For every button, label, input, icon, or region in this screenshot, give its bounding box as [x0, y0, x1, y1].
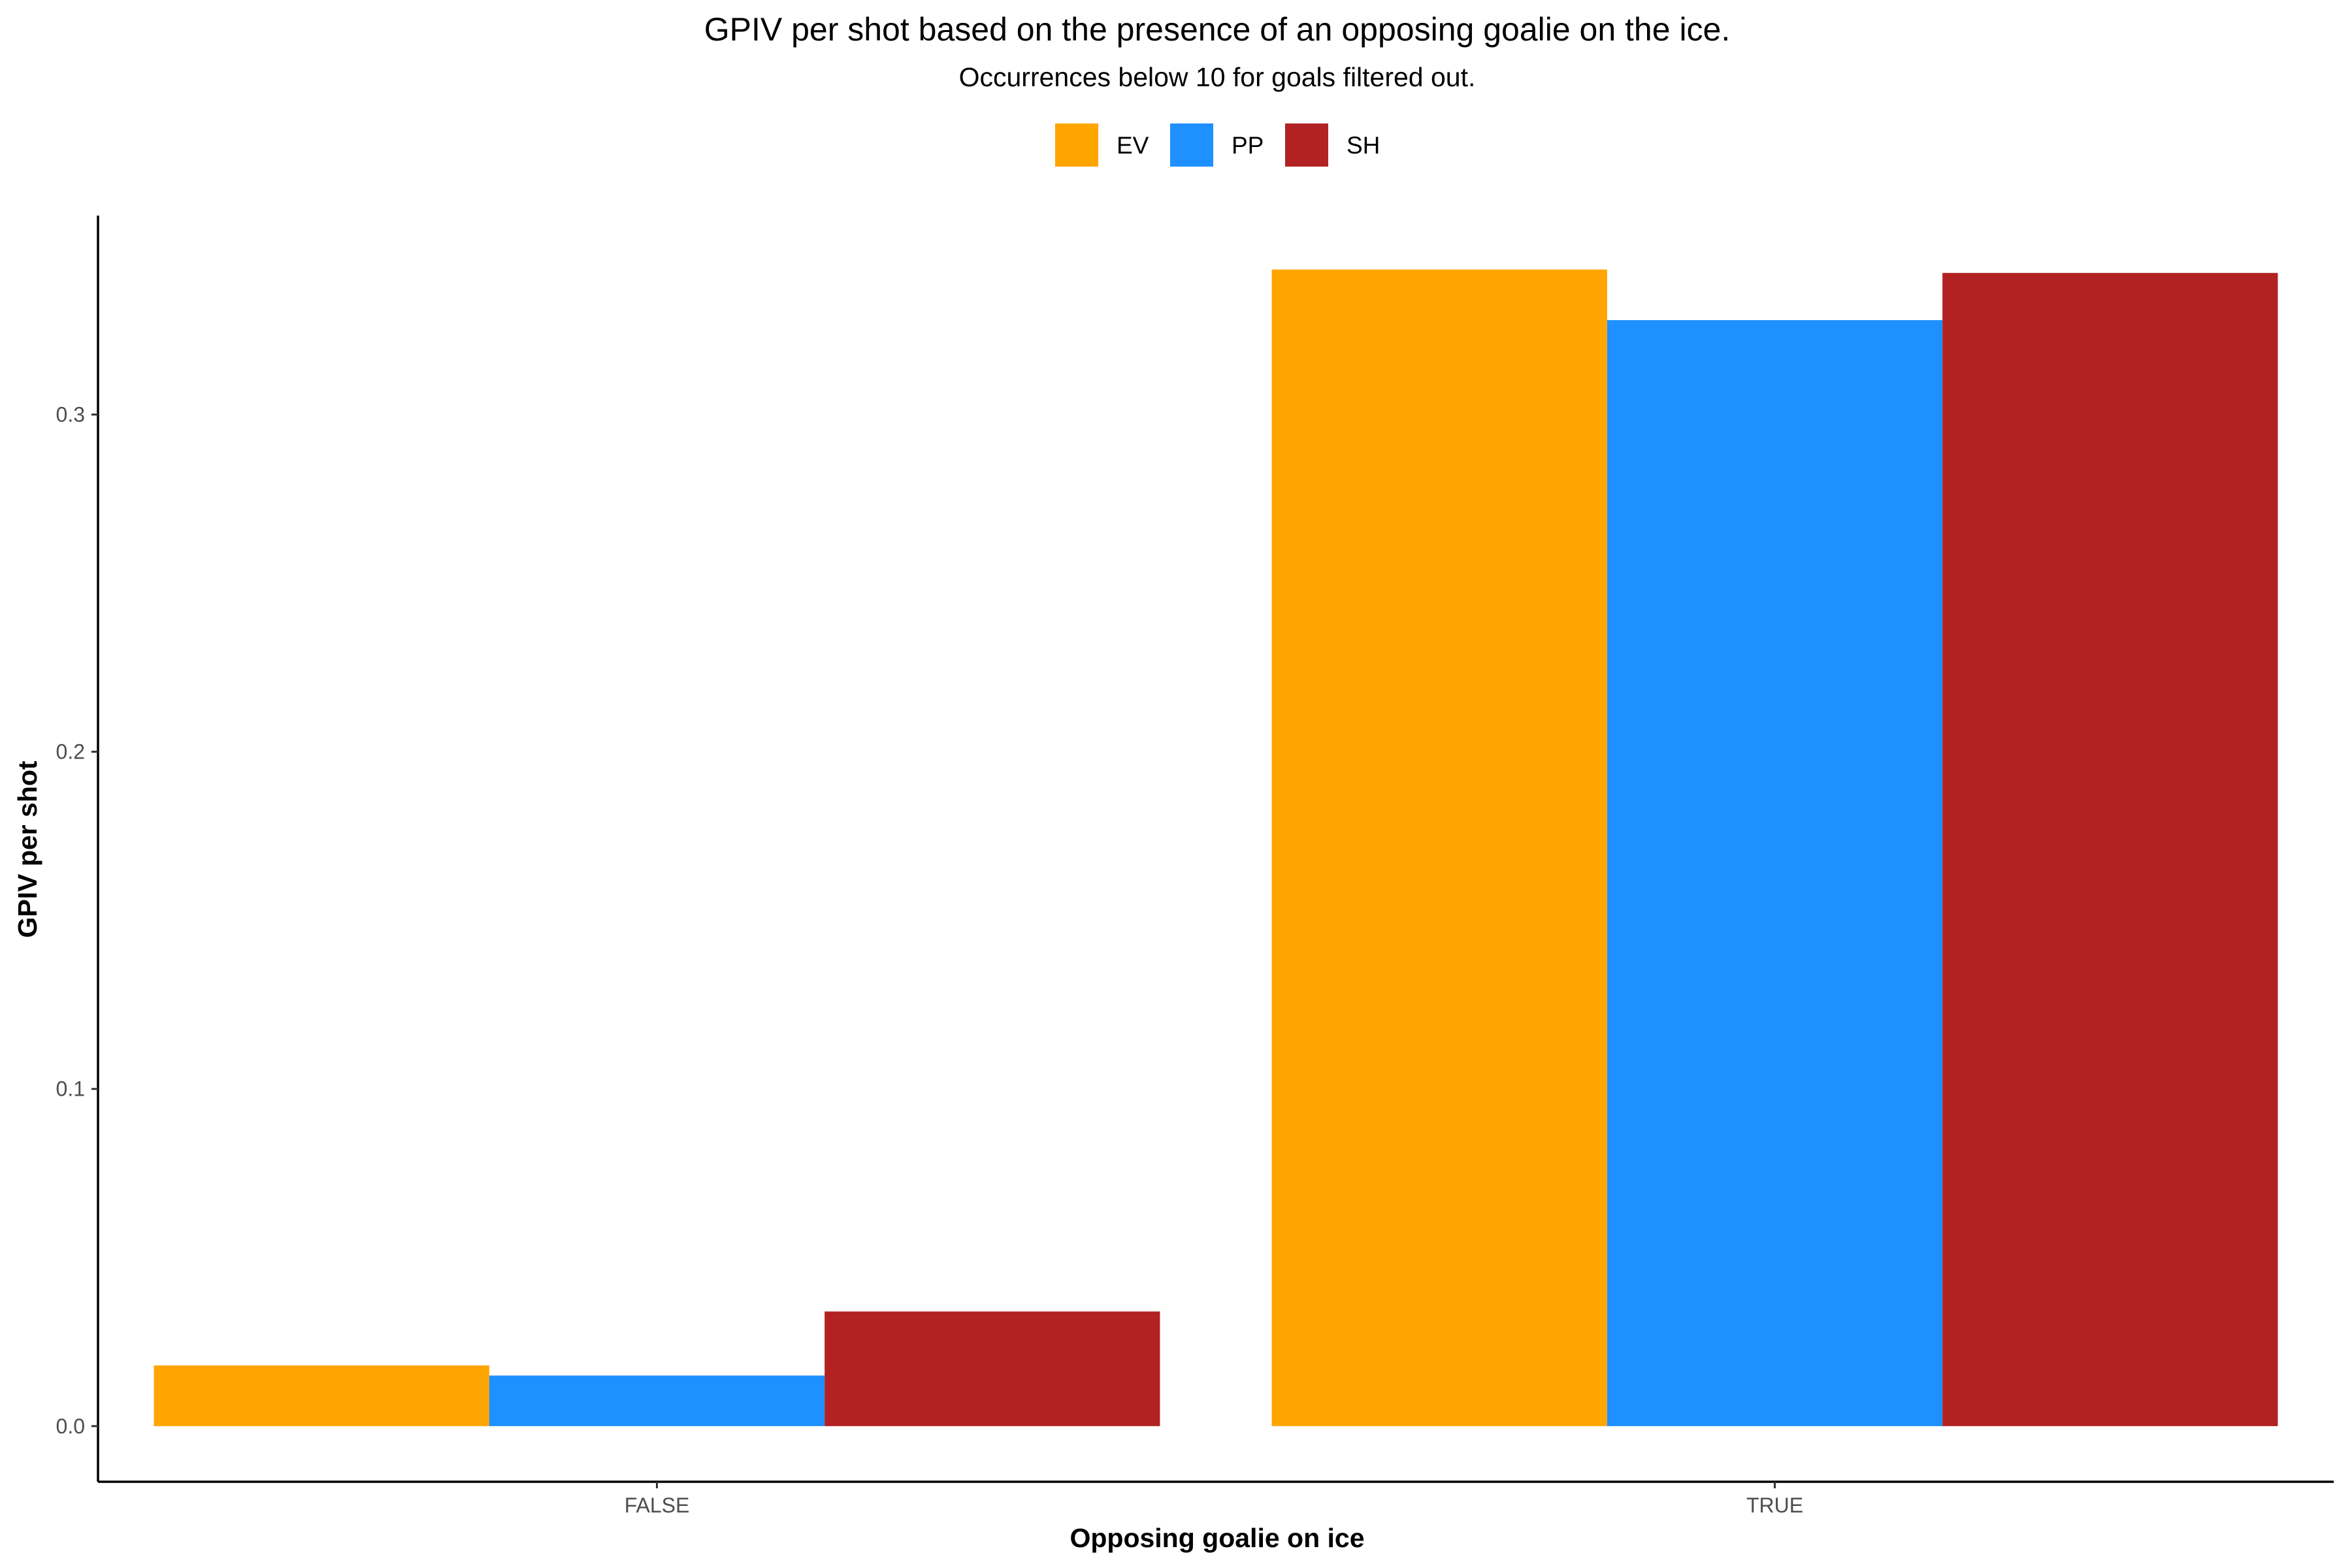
y-axis-title: GPIV per shot — [12, 760, 42, 938]
bar-false-ev — [154, 1365, 489, 1426]
bar-true-sh — [1942, 272, 2278, 1426]
x-tick-label: TRUE — [1746, 1494, 1803, 1517]
legend-key-sh — [1285, 123, 1328, 167]
x-tick-label: FALSE — [625, 1494, 690, 1517]
y-tick-label: 0.3 — [56, 403, 85, 427]
bars — [154, 269, 2278, 1426]
bar-true-ev — [1271, 269, 1607, 1426]
bar-false-sh — [825, 1311, 1160, 1426]
legend-key-ev — [1055, 123, 1098, 167]
bar-true-pp — [1607, 319, 1943, 1426]
x-axis-ticks: FALSE TRUE — [625, 1482, 1803, 1517]
chart-subtitle: Occurrences below 10 for goals filtered … — [959, 62, 1476, 92]
chart-title: GPIV per shot based on the presence of a… — [704, 11, 1731, 48]
legend-label-pp: PP — [1232, 132, 1264, 159]
bar-false-pp — [489, 1375, 825, 1426]
y-tick-label: 0.1 — [56, 1077, 85, 1101]
legend-key-pp — [1170, 123, 1213, 167]
x-axis-title: Opposing goalie on ice — [1070, 1523, 1364, 1553]
legend: EV PP SH — [1055, 123, 1380, 167]
legend-label-ev: EV — [1117, 132, 1149, 159]
y-tick-label: 0.0 — [56, 1414, 85, 1438]
y-tick-label: 0.2 — [56, 740, 85, 764]
y-axis-ticks: 0.0 0.1 0.2 0.3 — [56, 403, 98, 1438]
legend-label-sh: SH — [1347, 132, 1380, 159]
